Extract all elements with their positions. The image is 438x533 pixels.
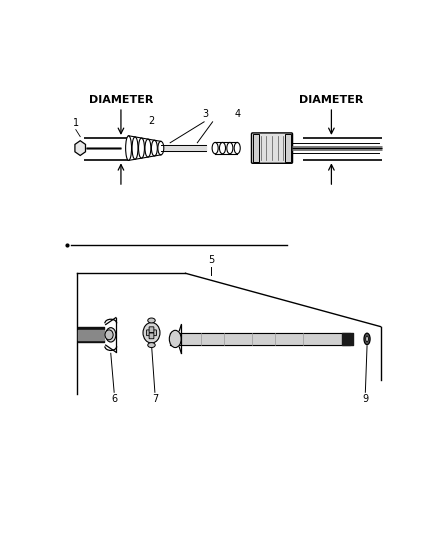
Text: 9: 9	[362, 394, 368, 405]
Ellipse shape	[366, 336, 368, 342]
Text: DIAMETER: DIAMETER	[299, 95, 364, 105]
Bar	[253, 134, 258, 162]
Ellipse shape	[148, 343, 155, 348]
FancyBboxPatch shape	[149, 327, 154, 333]
FancyBboxPatch shape	[147, 330, 151, 336]
Ellipse shape	[138, 138, 145, 158]
FancyBboxPatch shape	[152, 330, 156, 336]
Ellipse shape	[145, 139, 151, 157]
Ellipse shape	[106, 328, 116, 342]
Bar	[286, 134, 291, 162]
Text: 5: 5	[208, 255, 214, 265]
Circle shape	[143, 322, 160, 343]
Text: 2: 2	[148, 116, 155, 126]
Text: 3: 3	[203, 109, 209, 119]
Text: 1: 1	[73, 118, 79, 127]
Ellipse shape	[126, 136, 131, 160]
Ellipse shape	[212, 142, 218, 154]
Text: 4: 4	[235, 109, 241, 119]
Ellipse shape	[152, 140, 157, 156]
Ellipse shape	[127, 134, 162, 162]
Ellipse shape	[158, 141, 164, 155]
Ellipse shape	[364, 333, 370, 345]
FancyBboxPatch shape	[149, 333, 154, 339]
Polygon shape	[75, 141, 85, 156]
Ellipse shape	[234, 142, 240, 154]
FancyBboxPatch shape	[251, 133, 293, 163]
Ellipse shape	[219, 142, 226, 154]
Ellipse shape	[227, 142, 233, 154]
Ellipse shape	[132, 137, 138, 159]
Text: 7: 7	[152, 394, 158, 405]
Ellipse shape	[170, 330, 181, 348]
Text: DIAMETER: DIAMETER	[89, 95, 153, 105]
Circle shape	[105, 330, 113, 340]
Text: 6: 6	[111, 394, 117, 405]
Ellipse shape	[148, 318, 155, 323]
Ellipse shape	[214, 137, 238, 159]
